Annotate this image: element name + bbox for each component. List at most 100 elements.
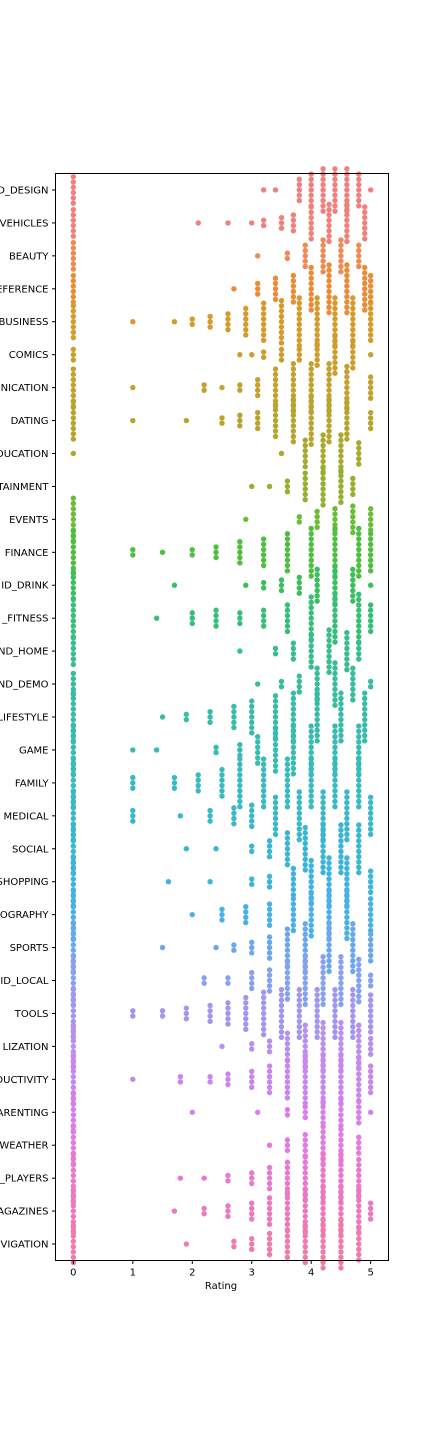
data-point [356, 1139, 362, 1146]
data-point [284, 568, 291, 574]
data-point [367, 531, 374, 537]
data-point [338, 1162, 344, 1168]
data-point [254, 681, 261, 687]
data-point [320, 1233, 326, 1239]
data-point [308, 896, 314, 902]
data-point [302, 442, 308, 449]
data-point [356, 591, 362, 598]
data-point [338, 478, 344, 484]
data-point [70, 612, 77, 619]
data-point [260, 187, 267, 193]
data-point [320, 864, 326, 871]
data-point [367, 326, 374, 333]
data-point [254, 382, 261, 388]
data-point [290, 886, 297, 893]
data-point [367, 983, 374, 989]
data-point [70, 1117, 77, 1123]
data-point [367, 283, 374, 289]
data-point [367, 582, 374, 588]
data-point [284, 1051, 291, 1058]
data-point [332, 723, 338, 729]
data-point [308, 387, 314, 393]
data-point [70, 195, 77, 201]
data-point [362, 732, 368, 739]
data-point [320, 197, 326, 204]
data-point [302, 1100, 308, 1106]
data-point [260, 349, 267, 355]
data-point [302, 931, 308, 938]
data-point [326, 968, 332, 975]
data-point [70, 319, 77, 325]
data-point [350, 598, 356, 604]
data-point [302, 1243, 308, 1250]
data-point [344, 651, 350, 657]
data-point [266, 848, 273, 855]
data-point [344, 821, 350, 827]
data-point [272, 741, 279, 748]
data-point [344, 399, 350, 405]
data-point [356, 557, 362, 563]
data-point [326, 201, 332, 208]
data-point [326, 288, 332, 295]
y-tick-label: LIFESTYLE [0, 713, 49, 724]
data-point [356, 859, 362, 865]
data-point [308, 788, 314, 794]
data-point [320, 481, 326, 487]
data-point [254, 376, 261, 383]
data-point [356, 531, 362, 537]
data-point [290, 744, 297, 750]
data-point [356, 1167, 362, 1173]
data-point [296, 1013, 302, 1019]
data-point [332, 171, 338, 177]
data-point [344, 363, 350, 370]
data-point [356, 999, 362, 1005]
swarm-ductivity [70, 1052, 374, 1106]
data-point [344, 404, 350, 410]
data-point [171, 785, 178, 791]
data-point [302, 1259, 308, 1266]
data-point [302, 1033, 308, 1039]
data-point [290, 212, 297, 218]
data-point [284, 1106, 291, 1113]
data-point [338, 247, 344, 254]
data-point [320, 859, 326, 865]
data-point [338, 959, 344, 965]
data-point [314, 519, 320, 525]
data-point [70, 1052, 77, 1059]
data-point [70, 560, 77, 566]
data-point [272, 296, 279, 303]
data-point [308, 610, 314, 616]
data-point [367, 1041, 374, 1047]
data-point [367, 278, 374, 284]
data-point [284, 830, 291, 836]
data-point [284, 1079, 291, 1085]
data-point [290, 283, 297, 289]
data-point [356, 1225, 362, 1231]
data-point [308, 436, 314, 442]
data-point [320, 458, 326, 465]
data-point [356, 253, 362, 259]
data-point [284, 856, 291, 863]
data-point [350, 338, 356, 345]
data-point [70, 969, 77, 976]
data-point [278, 357, 285, 363]
data-point [320, 437, 326, 443]
data-point [70, 1091, 77, 1097]
data-point [70, 387, 77, 393]
data-point [338, 822, 344, 828]
data-point [338, 1035, 344, 1042]
data-point [350, 359, 356, 366]
data-point [367, 1109, 374, 1115]
data-point [284, 1147, 291, 1154]
data-point [320, 491, 326, 498]
data-point [326, 233, 332, 239]
data-point [70, 366, 77, 372]
data-point [284, 985, 291, 992]
data-point [70, 1096, 77, 1102]
data-point [332, 676, 338, 682]
data-point [266, 1063, 273, 1069]
data-point [338, 854, 344, 860]
data-point [237, 423, 243, 429]
data-point [332, 321, 338, 328]
data-point [344, 166, 350, 172]
